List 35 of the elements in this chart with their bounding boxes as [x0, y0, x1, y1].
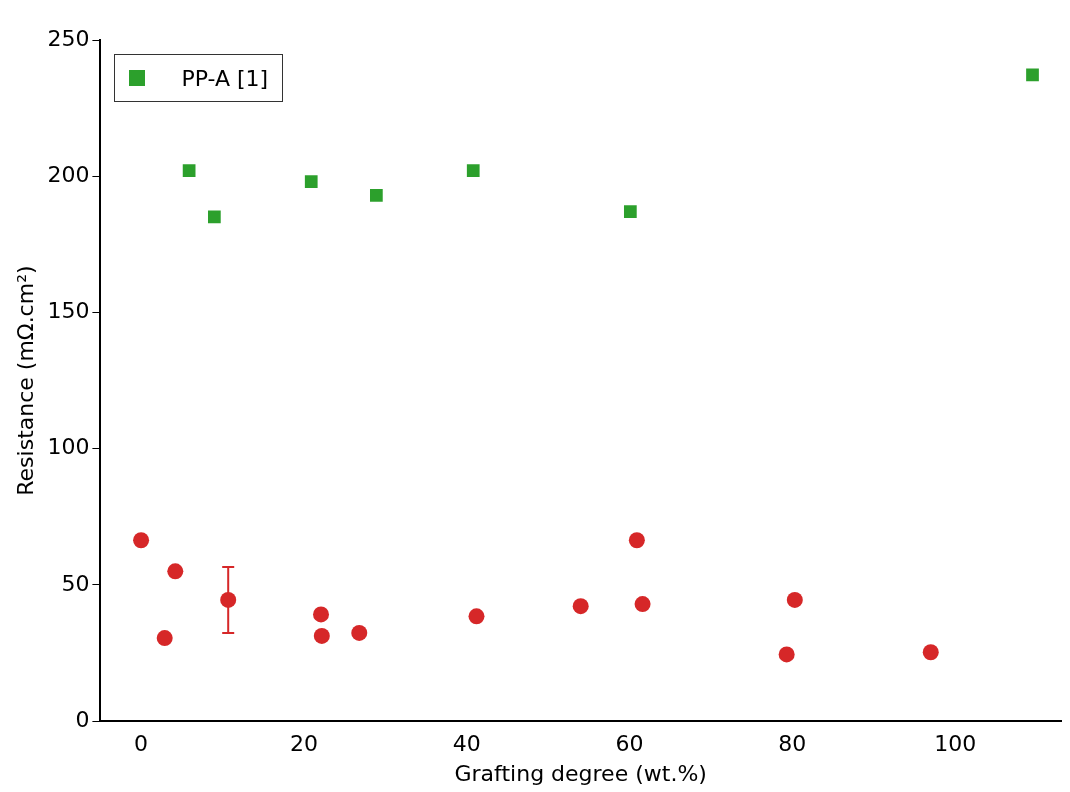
point: [304, 175, 318, 189]
x-tick-label: 0: [134, 731, 149, 757]
point: [370, 188, 383, 202]
point: [922, 644, 939, 661]
point: [133, 532, 150, 549]
y-tick-label: 250: [47, 25, 90, 51]
point: [466, 164, 480, 177]
x-tick-label: 40: [452, 731, 481, 757]
point: [313, 606, 330, 623]
point: [208, 210, 221, 224]
point: [1026, 68, 1039, 82]
point: [156, 630, 173, 647]
y-tick-label: 150: [47, 298, 90, 324]
point: [182, 164, 196, 177]
x-tick-label: 80: [778, 731, 807, 757]
y-tick-label: 100: [47, 434, 90, 460]
y-tick-label: 50: [61, 570, 90, 596]
point: [778, 646, 795, 663]
point: [572, 598, 589, 615]
y-tick-label: 200: [47, 161, 90, 187]
point: [634, 596, 651, 613]
point: [628, 532, 645, 549]
x-tick-label: 100: [934, 731, 977, 757]
x-tick-label: 20: [289, 731, 318, 757]
point: [313, 627, 330, 644]
x-tick-label: 60: [615, 731, 644, 757]
legend-label: PP-A [1]: [181, 65, 269, 91]
point: [468, 608, 485, 625]
point: [786, 591, 803, 608]
point: [167, 563, 184, 580]
y-tick-label: 0: [75, 706, 90, 732]
point: [351, 624, 368, 641]
y-axis-title: Resistance (mΩ.cm²): [12, 265, 38, 496]
point: [623, 205, 637, 219]
x-axis-title: Grafting degree (wt.%): [454, 760, 707, 786]
